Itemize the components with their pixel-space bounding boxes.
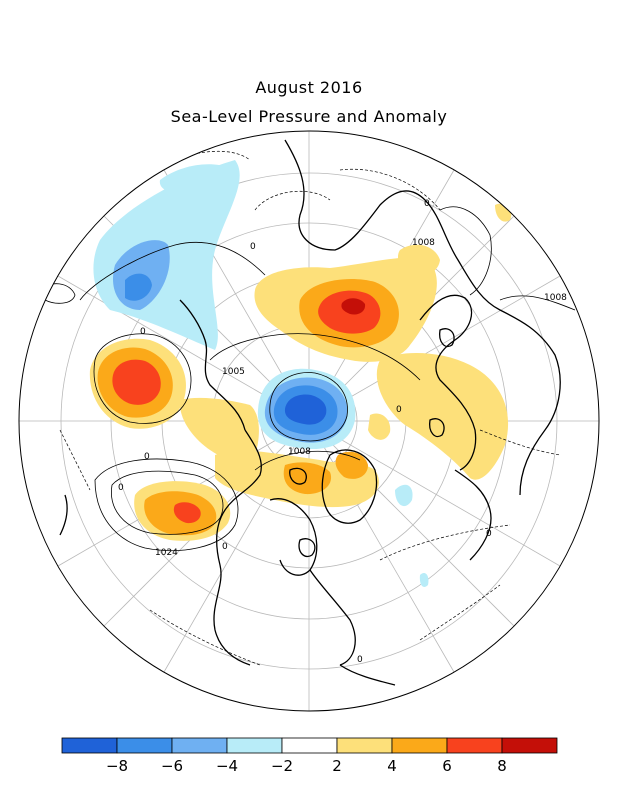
coast-canada	[213, 429, 262, 666]
coast-japan	[59, 494, 68, 536]
anomaly-zero-contours	[59, 150, 561, 666]
anomaly-shading	[89, 160, 512, 587]
colorbar-swatch	[116, 737, 173, 754]
map-border	[18, 130, 600, 712]
coast-islands-1	[439, 328, 455, 348]
map-subtitle: Sea-Level Pressure and Anomaly	[170, 107, 448, 126]
colorbar-label: 8	[497, 757, 507, 775]
coast-usa-east	[309, 569, 356, 666]
colorbar-swatch	[226, 737, 283, 754]
anomaly-neg-bering	[159, 164, 230, 195]
contour-label: 0	[118, 483, 124, 493]
anomaly-neg-small2	[419, 573, 429, 587]
anomaly-neg-small1	[395, 484, 413, 507]
anomaly-neg-pacific-core	[125, 273, 152, 301]
colorbar-swatch	[281, 737, 338, 754]
colorbar-label: −2	[271, 757, 293, 775]
map-title: August 2016	[255, 78, 363, 97]
contour-label: 1008	[288, 447, 311, 457]
contour-labels: 1008 1008 1005 1008 1024 0 0 0 0 0 0 0 0…	[118, 199, 567, 665]
colorbar-label: 2	[332, 757, 342, 775]
coast-asia	[284, 139, 561, 496]
colorbar-label: 4	[387, 757, 397, 775]
colorbar-swatch	[446, 737, 503, 754]
colorbar-swatch	[501, 737, 558, 754]
contour-label: 0	[140, 327, 146, 337]
colorbar-swatch	[171, 737, 228, 754]
contour-label: 0	[222, 542, 228, 552]
coast-islands-4	[298, 538, 316, 558]
coastlines	[59, 139, 561, 686]
colorbar-swatch	[391, 737, 448, 754]
contour-label: 0	[424, 199, 430, 209]
coast-scandinavia	[419, 294, 477, 471]
pressure-contours	[39, 206, 576, 551]
coast-alaska	[179, 299, 246, 431]
coast-hudson	[269, 498, 318, 576]
contour-label: 0	[250, 242, 256, 252]
contour-label: 0	[144, 452, 150, 462]
colorbar-swatch	[61, 737, 118, 754]
contour-label: 1024	[155, 548, 178, 558]
contour-label: 1008	[412, 238, 435, 248]
coast-islands-2	[429, 418, 445, 438]
contour-label: 0	[396, 405, 402, 415]
anomaly-pos-northeast	[495, 203, 512, 222]
anomaly-pos-canada	[179, 397, 259, 463]
contour-label: 1005	[222, 367, 245, 377]
contour-label: 0	[357, 655, 363, 665]
colorbar-label: −8	[106, 757, 128, 775]
colorbar-label: −6	[161, 757, 183, 775]
colorbar-label: −4	[216, 757, 238, 775]
coast-greenland	[321, 449, 378, 524]
colorbar-swatch	[336, 737, 393, 754]
anomaly-pos-east-siberia	[376, 353, 509, 480]
anomaly-pos-siberia	[397, 244, 440, 276]
coast-islands-3	[289, 467, 307, 485]
coast-central-america	[339, 664, 396, 686]
contour-label: 1008	[544, 293, 567, 303]
coast-europe	[454, 469, 492, 561]
contour-label: 0	[486, 529, 492, 539]
colorbar-label: 6	[442, 757, 452, 775]
colorbar: −8 −6 −4 −2 2 4 6 8	[61, 737, 558, 775]
